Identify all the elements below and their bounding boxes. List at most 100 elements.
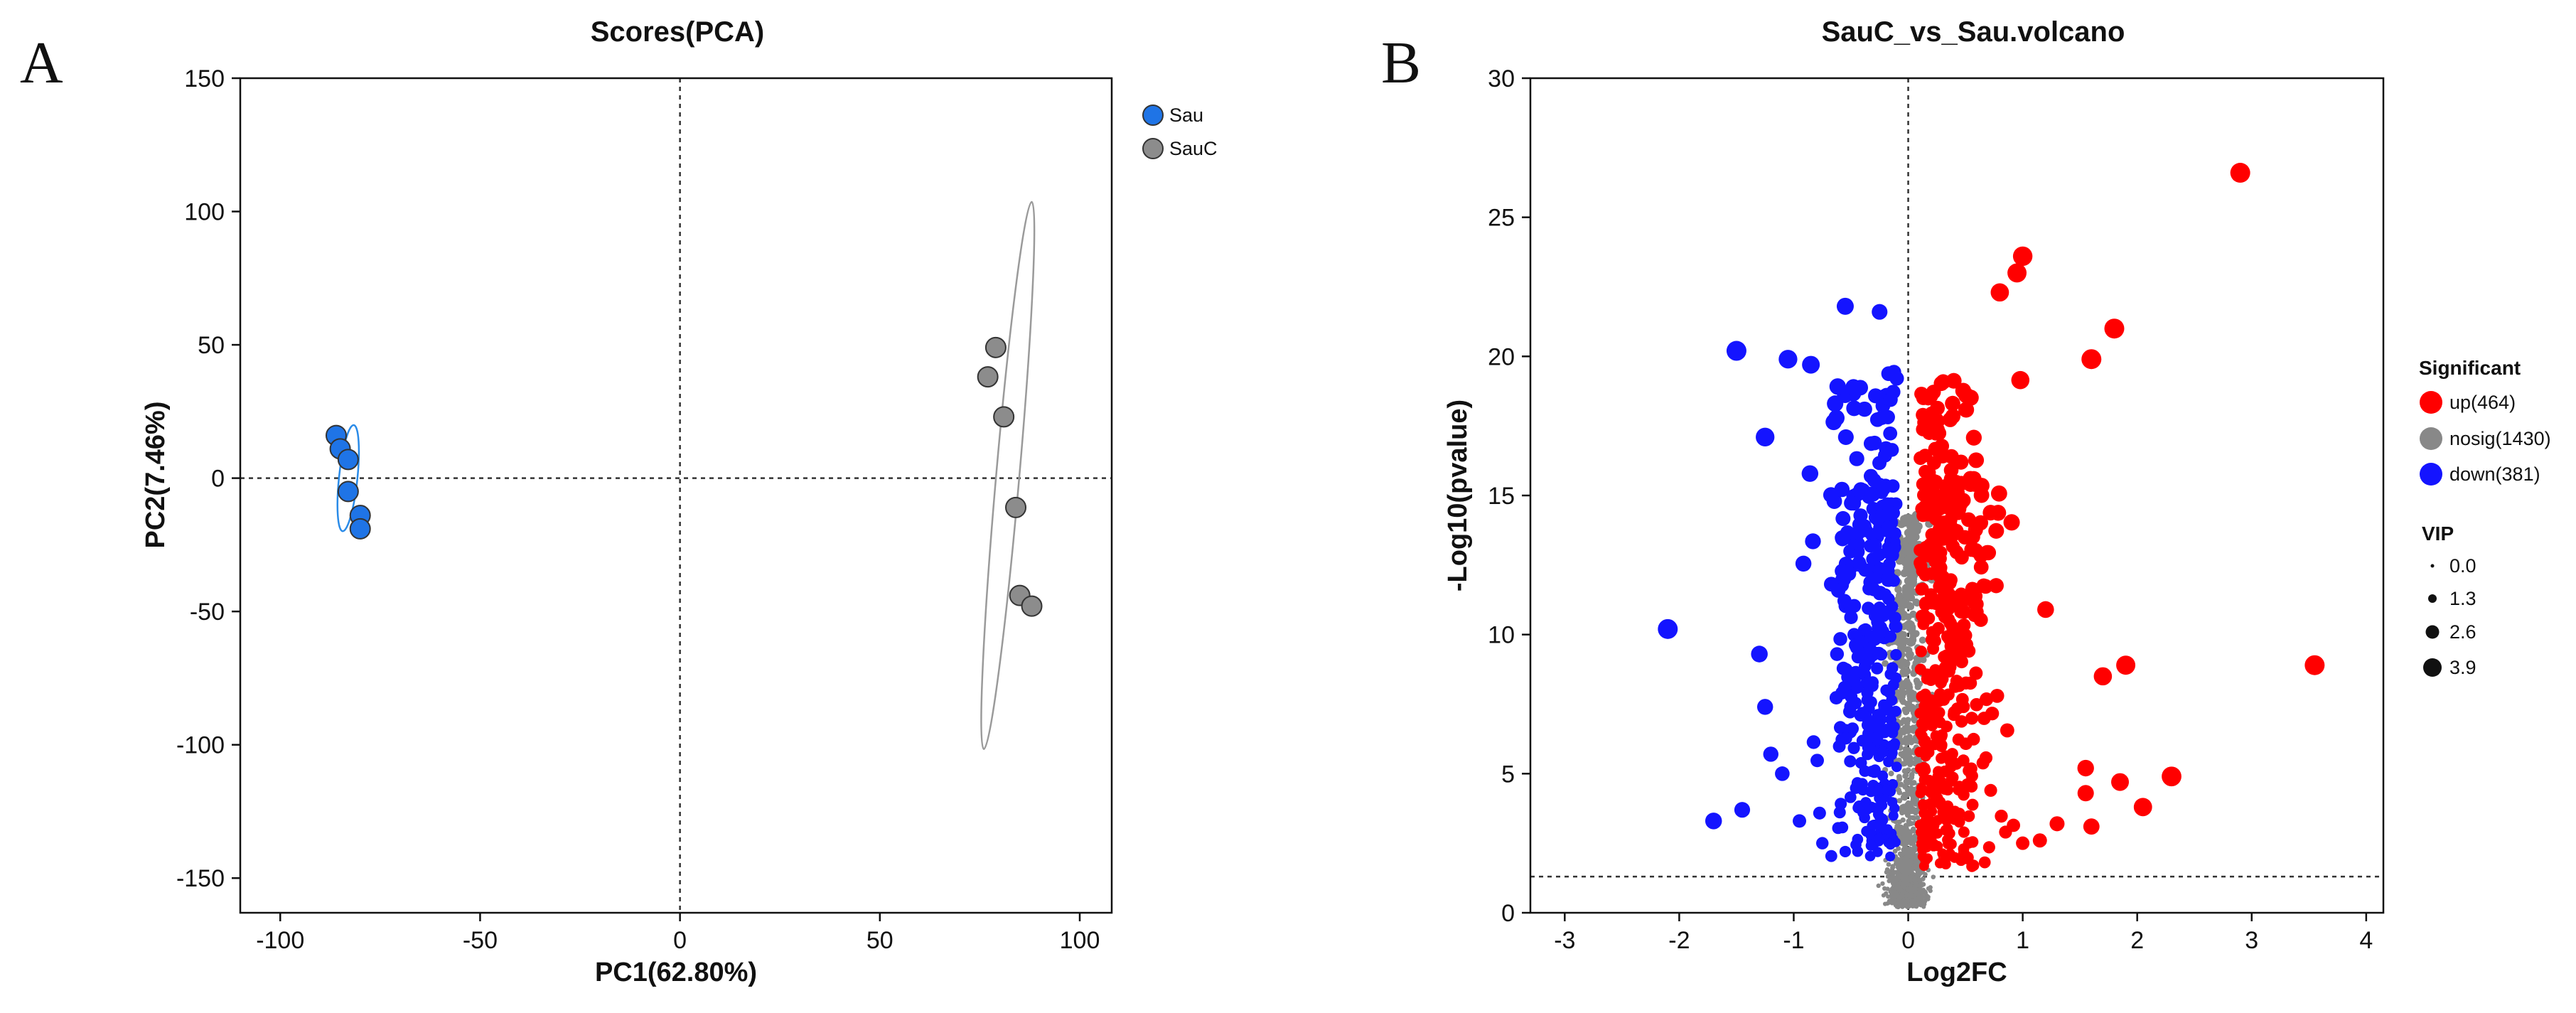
- volcano-point-up: [1982, 841, 1995, 854]
- volcano-point-up: [1936, 488, 1951, 503]
- volcano-point-nosig: [1918, 871, 1923, 876]
- volcano-point-up: [1936, 740, 1948, 752]
- volcano-point-nosig: [1910, 670, 1917, 677]
- volcano-point-up: [2111, 773, 2130, 791]
- volcano-point-down: [1883, 426, 1898, 441]
- volcano-point-down: [1829, 378, 1846, 395]
- legend-down-marker: [2420, 463, 2442, 486]
- volcano-point-up: [2083, 818, 2100, 835]
- volcano-point-down: [1889, 803, 1900, 814]
- pca-points: [325, 336, 1043, 617]
- volcano-point-up: [1976, 756, 1990, 770]
- volcano-point-up: [1951, 502, 1966, 518]
- volcano-point-nosig: [1900, 835, 1906, 841]
- pca-ellipses: [336, 200, 1036, 750]
- volcano-point-nosig: [1903, 845, 1909, 851]
- volcano-point-nosig: [1906, 867, 1912, 873]
- volcano-point-down: [1856, 778, 1868, 790]
- volcano-point-nosig: [1904, 613, 1912, 621]
- volcano-point-nosig: [1909, 771, 1915, 778]
- volcano-point-down: [1864, 696, 1877, 709]
- volcano-point-up: [1942, 822, 1953, 835]
- volcano-point-up: [2012, 246, 2033, 267]
- pca-y-tick-label: 50: [198, 332, 225, 359]
- volcano-point-nosig: [1911, 886, 1917, 891]
- volcano-point-nosig: [1905, 746, 1912, 754]
- volcano-point-up: [1940, 649, 1953, 663]
- volcano-point-down: [1835, 733, 1849, 746]
- volcano-point-nosig: [1907, 755, 1914, 762]
- volcano-point-up: [1937, 848, 1948, 859]
- volcano-point-down: [1871, 662, 1884, 675]
- volcano-point-down: [1827, 395, 1844, 412]
- volcano-point-down: [1864, 850, 1876, 862]
- volcano-point-nosig: [1921, 904, 1926, 909]
- volcano-point-nosig: [1900, 899, 1906, 904]
- volcano-point-up: [1990, 485, 2007, 502]
- volcano-point-nosig: [1899, 868, 1905, 874]
- volcano-point-nosig: [1903, 874, 1909, 879]
- volcano-point-up: [1957, 754, 1970, 767]
- volcano-point-up: [1923, 746, 1935, 759]
- volcano-point-down: [1867, 582, 1881, 596]
- volcano-chart: SauC_vs_Sau.volcano -3 -2 -1 0 1 2 3 4 0 5 10 15 20 2…: [1443, 16, 2551, 987]
- volcano-point-up: [1953, 783, 1965, 796]
- volcano-point-down: [1813, 806, 1826, 820]
- volcano-point-nosig: [1905, 688, 1912, 695]
- volcano-point-up: [1973, 547, 1989, 563]
- volcano-point-down: [1842, 567, 1857, 581]
- volcano-point-up: [1990, 688, 2005, 703]
- volcano-point-down: [1825, 414, 1842, 431]
- volcano-point-down: [1865, 786, 1877, 798]
- volcano-point-up: [2104, 318, 2125, 339]
- volcano-point-up: [1999, 825, 2012, 839]
- legend-vip-3-marker: [2423, 658, 2442, 677]
- volcano-point-down: [1885, 851, 1896, 862]
- volcano-point-up: [1918, 615, 1931, 628]
- volcano-point-down: [1835, 510, 1851, 527]
- volcano-point-down: [1850, 537, 1865, 551]
- volcano-point-up: [1916, 582, 1929, 596]
- volcano-point-down: [1888, 611, 1901, 624]
- volcano-point-down: [1756, 427, 1775, 446]
- volcano-point-up: [1958, 826, 1970, 838]
- volcano-point-down: [1878, 509, 1892, 523]
- volcano-point-nosig: [1905, 601, 1914, 609]
- volcano-x-tick-label: -3: [1554, 927, 1575, 954]
- volcano-point-up: [1943, 616, 1957, 630]
- volcano-point-up: [1963, 810, 1975, 822]
- volcano-point-down: [1886, 749, 1897, 761]
- legend-vip-2-label: 2.6: [2449, 621, 2476, 643]
- volcano-point-up: [1919, 762, 1931, 773]
- volcano-x-tick-label: 3: [2245, 927, 2258, 954]
- volcano-point-up: [1914, 558, 1927, 572]
- volcano-point-up: [1930, 400, 1946, 416]
- volcano-point-nosig: [1882, 886, 1887, 891]
- pca-x-tick-label: -100: [256, 927, 304, 954]
- volcano-title: SauC_vs_Sau.volcano: [1822, 16, 2125, 48]
- volcano-ticks: -3 -2 -1 0 1 2 3 4 0 5 10 15 20 25 30: [1488, 65, 2373, 954]
- volcano-point-up: [1945, 395, 1960, 412]
- volcano-point-down: [1874, 562, 1887, 576]
- pca-point-sau: [337, 481, 359, 503]
- volcano-point-nosig: [1910, 514, 1918, 523]
- pca-legend: Sau SauC: [1142, 104, 1218, 159]
- volcano-point-nosig: [1899, 891, 1904, 896]
- volcano-point-down: [1793, 814, 1807, 828]
- volcano-point-up: [1942, 412, 1958, 427]
- volcano-point-down: [1806, 735, 1821, 749]
- volcano-point-up: [1932, 771, 1944, 782]
- volcano-point-up: [1978, 856, 1991, 869]
- volcano-point-nosig: [1884, 891, 1889, 896]
- pca-x-tick-label: 100: [1060, 927, 1100, 954]
- volcano-point-nosig: [1892, 848, 1898, 854]
- volcano-point-up: [2133, 798, 2152, 817]
- volcano-point-down: [1869, 766, 1880, 778]
- volcano-point-nosig: [1876, 883, 1881, 889]
- legend-significant-title: Significant: [2419, 357, 2521, 379]
- volcano-point-nosig: [1903, 661, 1910, 668]
- volcano-point-nosig: [1910, 724, 1916, 731]
- volcano-point-up: [1980, 692, 1994, 707]
- legend-vip-2-marker: [2425, 625, 2440, 639]
- volcano-point-down: [1844, 791, 1857, 803]
